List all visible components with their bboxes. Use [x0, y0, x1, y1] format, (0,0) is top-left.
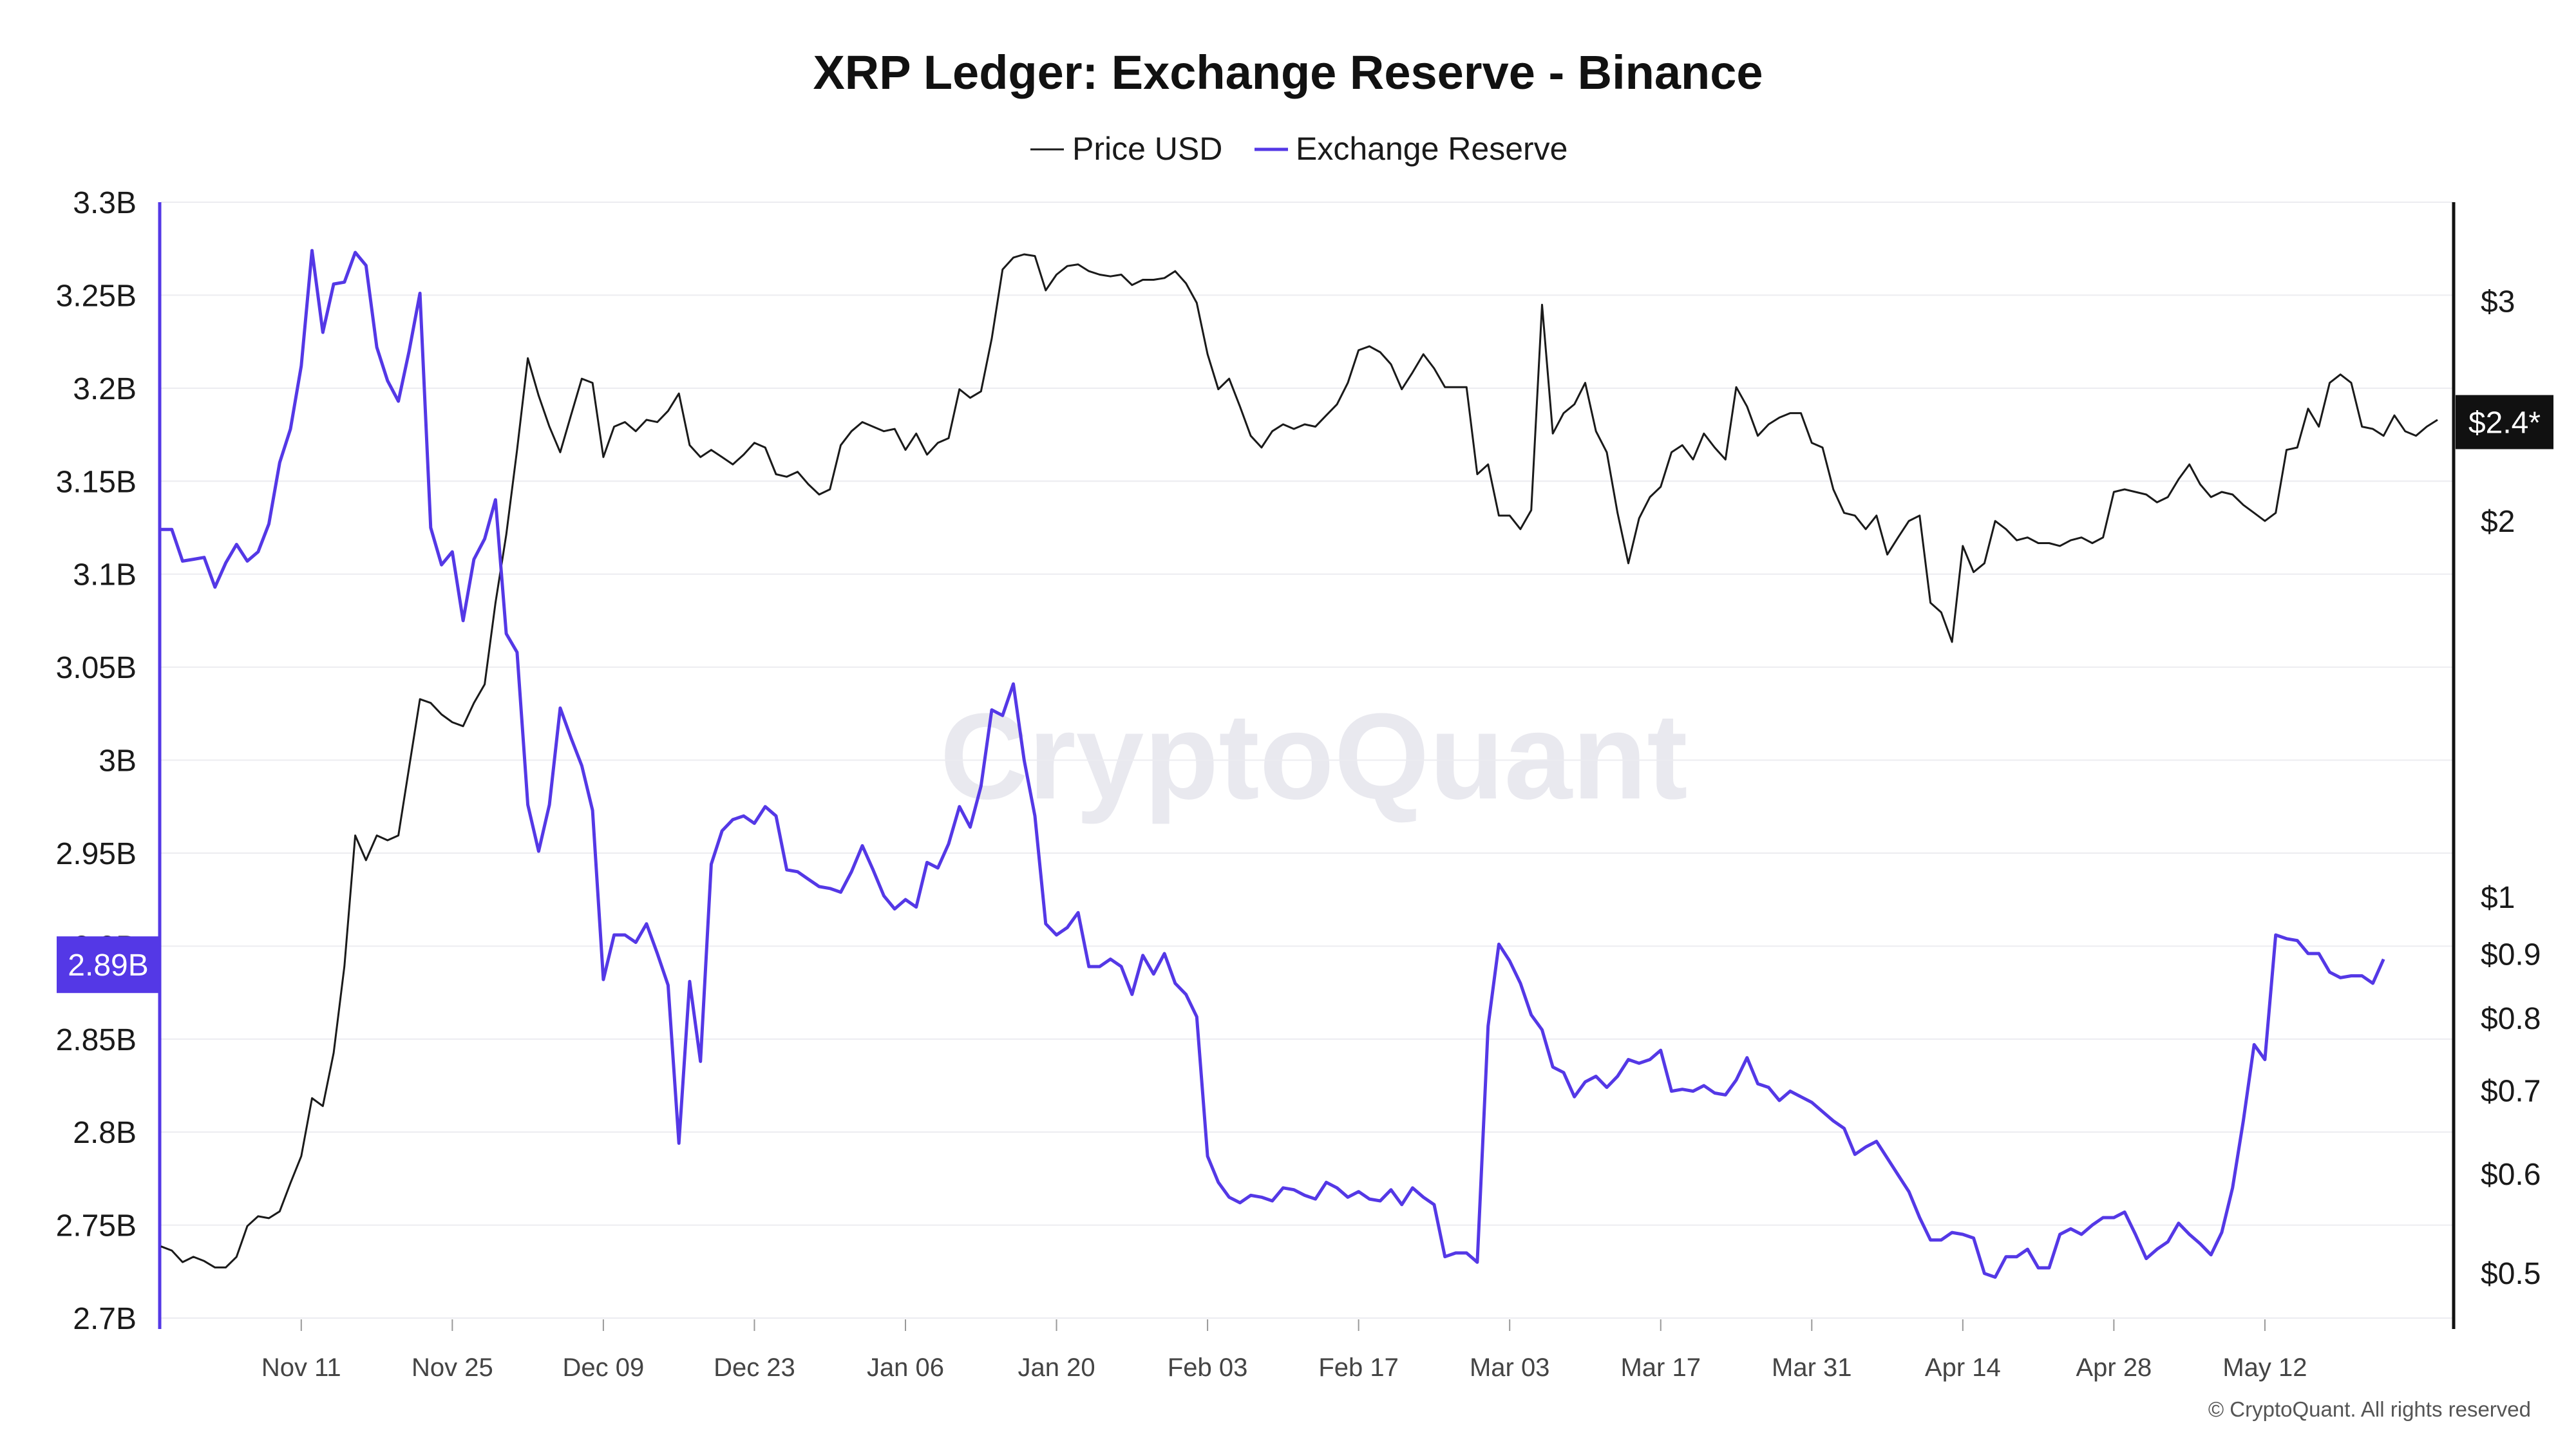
- current-reserve-badge-bg: [57, 936, 160, 994]
- chart-title: XRP Ledger: Exchange Reserve - Binance: [813, 46, 1763, 99]
- right-axis-tick-label: $0.9: [2481, 938, 2541, 972]
- x-axis-tick-label: Feb 03: [1168, 1353, 1248, 1382]
- x-axis-tick-label: Mar 03: [1470, 1353, 1550, 1382]
- x-axis-tick-label: Mar 31: [1772, 1353, 1852, 1382]
- legend-label-reserve: Exchange Reserve: [1296, 131, 1567, 167]
- series-line-price-usd: [160, 253, 2438, 1268]
- right-axis-tick-label: $0.7: [2481, 1074, 2541, 1108]
- x-axis-tick-label: Feb 17: [1318, 1353, 1399, 1382]
- x-axis-tick-label: Nov 25: [412, 1353, 493, 1382]
- right-axis-tick-label: $3: [2481, 285, 2515, 319]
- x-axis-tick-label: Mar 17: [1620, 1353, 1701, 1382]
- left-axis-tick-label: 2.8B: [73, 1116, 137, 1150]
- current-reserve-badge: 2.89B: [57, 936, 160, 994]
- left-axis-tick-label: 3.05B: [56, 651, 137, 685]
- left-axis-tick-label: 2.95B: [56, 837, 137, 871]
- watermark: CryptoQuant: [940, 688, 1687, 825]
- x-axis-ticks: Nov 11 Nov 25 Dec 09 Dec 23 Jan 06 Jan 20 Feb …: [261, 1319, 2307, 1382]
- right-axis-tick-label: $2: [2481, 505, 2515, 539]
- right-axis-tick-label: $0.6: [2481, 1158, 2541, 1192]
- current-price-badge-bg: [2456, 395, 2553, 449]
- current-price-badge: $2.4*: [2456, 395, 2553, 449]
- series-line-exchange-reserve: [161, 249, 2385, 1279]
- left-axis-tick-label: 2.75B: [56, 1209, 137, 1243]
- x-axis-tick-label: Nov 11: [261, 1353, 341, 1382]
- right-axis-tick-label: $1: [2481, 881, 2515, 915]
- left-axis-tick-label: 3.2B: [73, 372, 137, 406]
- left-axis-tick-label: 3B: [99, 744, 137, 778]
- left-axis-tick-label: 3.15B: [56, 465, 137, 499]
- legend: Price USD Exchange Reserve: [1030, 131, 1567, 167]
- right-axis-ticks: $3 $2 $1 $0.9 $0.8 $0.7 $0.6 $0.5: [2481, 285, 2541, 1291]
- left-axis-tick-label: 3.3B: [73, 186, 137, 220]
- current-price-badge-label: $2.4*: [2468, 406, 2541, 440]
- gridlines: [161, 202, 2454, 1319]
- right-axis-tick-label: $0.5: [2481, 1257, 2541, 1291]
- x-axis-tick-label: Apr 28: [2076, 1353, 2152, 1382]
- left-axis-tick-label: 2.85B: [56, 1023, 137, 1057]
- legend-label-price: Price USD: [1072, 131, 1222, 167]
- left-axis-tick-label: 3.25B: [56, 279, 137, 313]
- left-axis-tick-label: 3.1B: [73, 558, 137, 592]
- x-axis-tick-label: Jan 06: [867, 1353, 944, 1382]
- x-axis-tick-label: Apr 14: [1925, 1353, 2001, 1382]
- x-axis-tick-label: Dec 09: [563, 1353, 645, 1382]
- copyright-notice: © CryptoQuant. All rights reserved: [2208, 1397, 2531, 1421]
- x-axis-tick-label: May 12: [2222, 1353, 2307, 1382]
- x-axis-tick-label: Jan 20: [1018, 1353, 1095, 1382]
- left-axis-tick-label: 2.7B: [73, 1302, 137, 1336]
- x-axis-tick-label: Dec 23: [714, 1353, 795, 1382]
- current-reserve-badge-label: 2.89B: [68, 948, 148, 983]
- right-axis-tick-label: $0.8: [2481, 1002, 2541, 1036]
